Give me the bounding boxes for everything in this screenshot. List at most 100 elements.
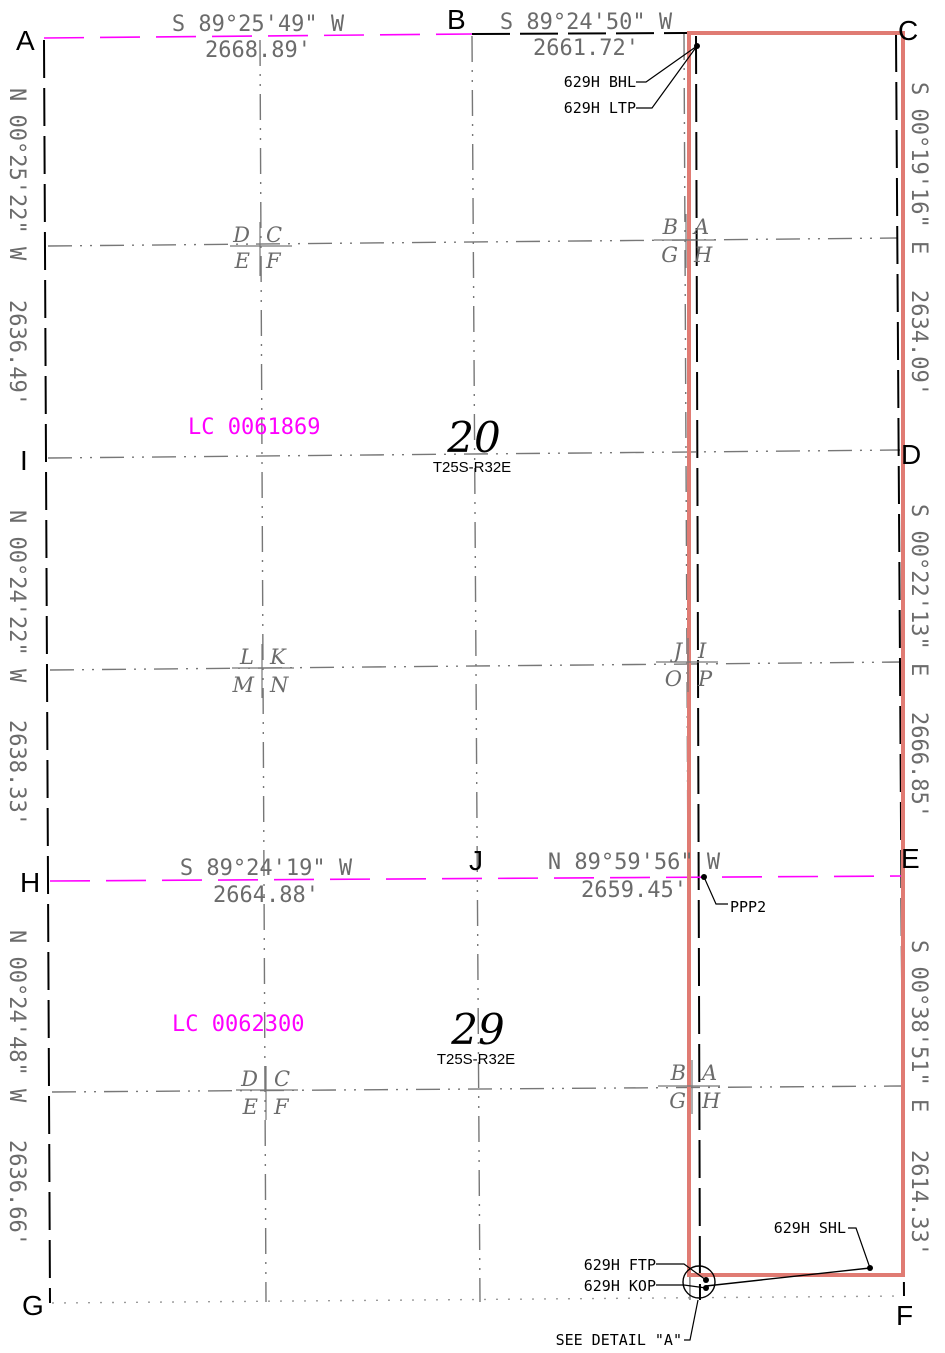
corner-f: F — [896, 1300, 913, 1331]
lease-line-section-29-20 — [49, 875, 903, 882]
qq-label: G — [661, 243, 678, 267]
cd-distance: 2634.09' — [906, 290, 931, 396]
quarter-lines — [47, 33, 905, 1304]
qq-label: A — [700, 1061, 717, 1085]
qq-sec20-ne: B A G H — [654, 214, 716, 268]
callout-kop: 629H KOP — [584, 1277, 656, 1295]
corner-h: H — [20, 867, 40, 898]
qq-label: O — [665, 667, 682, 691]
section-line-east — [895, 33, 905, 1297]
qq-label: M — [231, 673, 254, 697]
qq-sec20-sw: L K M N — [231, 644, 294, 698]
callout-ppp2: PPP2 — [730, 898, 766, 916]
de-distance: 2666.85' — [906, 712, 931, 818]
detail-leader — [684, 1299, 699, 1341]
qq-label: D — [240, 1067, 258, 1091]
quarter-line-sec29-north — [51, 1085, 905, 1093]
callout-shl: 629H SHL — [774, 1219, 846, 1237]
qq-sec20-se: J I O P — [656, 638, 718, 692]
detail-a-circle — [682, 1265, 716, 1299]
qq-label: A — [692, 215, 709, 239]
lease-line-north — [43, 33, 473, 39]
de-bearing: S 00°22'13" E — [906, 504, 931, 676]
section-boundaries — [43, 31, 905, 1304]
callout-detail-a: SEE DETAIL "A" — [556, 1331, 682, 1349]
corner-labels: A B C D E F G H I J — [16, 4, 921, 1331]
qq-label: G — [669, 1089, 686, 1113]
qq-label: B — [662, 215, 678, 239]
township-label-sec20: T25S-R32E — [433, 459, 511, 476]
section-number-20: 20 — [446, 413, 500, 462]
corner-b: B — [447, 4, 466, 35]
shl-leader — [848, 1227, 871, 1269]
well-lateral-line — [695, 35, 701, 1301]
qq-label: F — [265, 249, 282, 273]
qq-label: D — [232, 223, 250, 247]
corner-i: I — [20, 445, 28, 476]
qq-label: J — [670, 639, 684, 663]
corner-e: E — [901, 843, 920, 874]
qq-label: N — [269, 673, 289, 697]
qq-label: L — [239, 645, 254, 669]
qq-label: I — [697, 639, 707, 663]
township-label-sec29: T25S-R32E — [437, 1051, 515, 1068]
je-bearing: N 89°59'56" W — [548, 850, 721, 875]
hg-distance: 2636.66' — [4, 1140, 29, 1246]
qq-label: K — [269, 645, 287, 669]
corner-g: G — [22, 1290, 44, 1321]
qq-label: H — [701, 1089, 721, 1113]
qq-sec29-nw: D C E F — [236, 1066, 298, 1120]
lease-label-sec29: LC 0062300 — [172, 1012, 304, 1037]
corner-j: J — [469, 845, 483, 876]
ab-bearing: S 89°25'49" W — [172, 12, 345, 37]
ppp2-leader — [703, 876, 728, 905]
well-callouts: 629H BHL 629H LTP PPP2 629H SHL 629H FTP… — [556, 73, 846, 1349]
callout-leaders — [636, 45, 871, 1341]
section-line-west — [43, 39, 51, 1304]
vertical-dimensions: N 00°25'22" W 2636.49' N 00°24'22" W 263… — [4, 82, 931, 1256]
ih-bearing: N 00°24'22" W — [4, 510, 29, 683]
kop-leader — [656, 1284, 707, 1289]
ih-distance: 2638.33' — [4, 720, 29, 826]
je-distance: 2659.45' — [581, 878, 687, 903]
qq-label: C — [266, 223, 282, 247]
callout-ltp: 629H LTP — [564, 99, 636, 117]
qq-label: P — [697, 667, 713, 691]
bhl-leader — [636, 45, 698, 83]
hj-bearing: S 89°24'19" W — [180, 856, 353, 881]
callout-ftp: 629H FTP — [584, 1256, 656, 1274]
qq-label: E — [234, 249, 250, 273]
qq-label: B — [670, 1061, 686, 1085]
well-path-shl-to-kop — [705, 1267, 871, 1287]
ef-bearing: S 00°38'51" E — [906, 940, 931, 1112]
horizontal-dimensions: S 89°25'49" W 2668.89' S 89°24'50" W 266… — [172, 10, 721, 908]
bc-distance: 2661.72' — [533, 36, 639, 61]
lease-lines — [43, 33, 903, 882]
section-number-29: 29 — [450, 1005, 504, 1054]
callout-bhl: 629H BHL — [564, 73, 636, 91]
section-labels: LC 0061869 20 T25S-R32E LC 0062300 29 T2… — [172, 413, 515, 1068]
quarter-line-sec20-center — [47, 449, 901, 459]
qq-sec29-ne: B A G H — [658, 1060, 721, 1114]
corner-d: D — [901, 439, 921, 470]
quarter-line-west-vertical — [259, 39, 267, 1303]
section-line-south — [51, 1295, 905, 1304]
spacing-unit-outline — [687, 31, 905, 1277]
quarter-line-sec20-south — [49, 661, 903, 671]
ftp-leader — [656, 1263, 707, 1281]
hg-bearing: N 00°24'48" W — [4, 930, 29, 1103]
ai-bearing: N 00°25'22" W — [4, 88, 29, 261]
ltp-leader — [636, 45, 698, 109]
lease-label-sec20: LC 0061869 — [188, 415, 320, 440]
quarter-line-center-vertical — [471, 35, 481, 1303]
hj-distance: 2664.88' — [213, 883, 319, 908]
bc-bearing: S 89°24'50" W — [500, 10, 673, 35]
cd-bearing: S 00°19'16" E — [906, 82, 931, 254]
quarter-line-sec20-north — [47, 237, 899, 247]
qq-label: F — [273, 1095, 290, 1119]
corner-a: A — [16, 25, 35, 56]
ef-distance: 2614.33' — [906, 1150, 931, 1256]
qq-label: H — [693, 243, 713, 267]
ab-distance: 2668.89' — [205, 38, 311, 63]
